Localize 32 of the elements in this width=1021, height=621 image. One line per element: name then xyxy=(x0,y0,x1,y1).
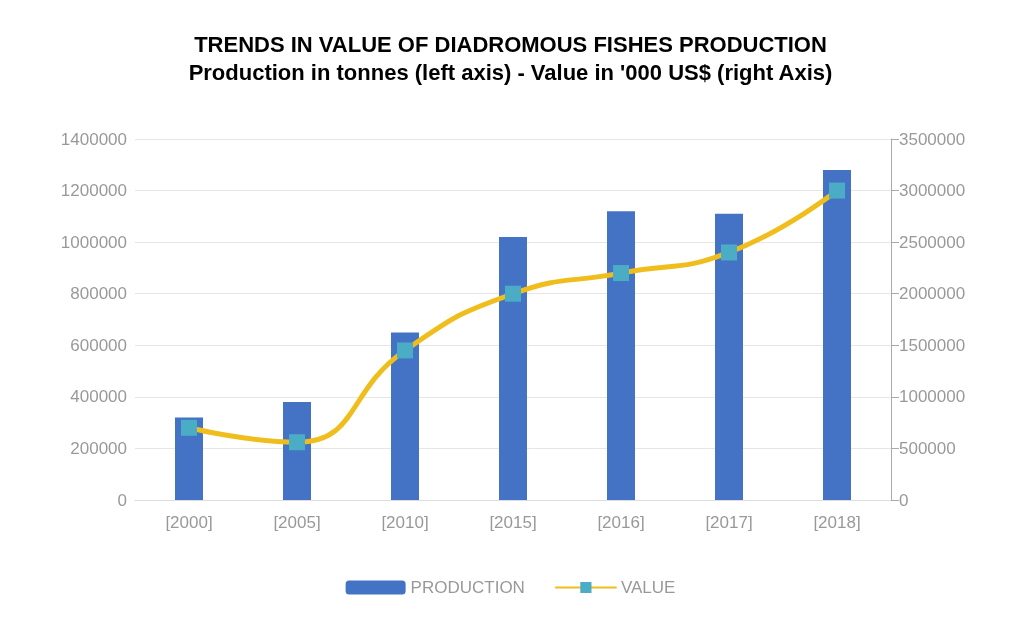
y2-tick-label: 1500000 xyxy=(899,335,966,355)
x-tick-label: [2015] xyxy=(489,513,537,532)
x-tick-label: [2017] xyxy=(705,513,753,532)
legend-label: PRODUCTION xyxy=(410,578,525,597)
y-tick-label: 1200000 xyxy=(60,181,127,201)
chart-title: TRENDS IN VALUE OF DIADROMOUS FISHES PRODUCTION xyxy=(194,31,827,57)
bar xyxy=(499,236,527,500)
y-tick-label: 1000000 xyxy=(60,232,127,252)
x-tick-label: [2000] xyxy=(165,513,213,532)
x-tick-label: [2016] xyxy=(597,513,645,532)
bar xyxy=(715,213,743,500)
bar xyxy=(607,211,635,500)
x-tick-label: [2010] xyxy=(381,513,429,532)
y2-tick-label: 3000000 xyxy=(899,181,966,201)
y-tick-label: 800000 xyxy=(70,284,127,304)
chart-subtitle: Production in tonnes (left axis) - Value in '000 US$ (right Axis) xyxy=(188,59,833,85)
y-tick-label: 600000 xyxy=(70,335,127,355)
bar xyxy=(391,332,419,500)
legend-label: VALUE xyxy=(620,578,676,597)
y-tick-label: 1400000 xyxy=(60,129,127,149)
y2-tick-label: 500000 xyxy=(899,438,956,458)
bar xyxy=(823,169,851,500)
y2-tick-label: 2500000 xyxy=(899,232,966,252)
y2-tick-label: 3500000 xyxy=(899,129,966,149)
y-tick-label: 0 xyxy=(117,490,127,510)
x-tick-label: [2018] xyxy=(813,513,861,532)
x-tick-label: [2005] xyxy=(273,513,321,532)
y-tick-label: 200000 xyxy=(70,438,127,458)
y2-tick-label: 1000000 xyxy=(899,387,966,407)
y2-tick-label: 0 xyxy=(899,490,909,510)
y2-tick-label: 2000000 xyxy=(899,284,966,304)
y-tick-label: 400000 xyxy=(70,387,127,407)
